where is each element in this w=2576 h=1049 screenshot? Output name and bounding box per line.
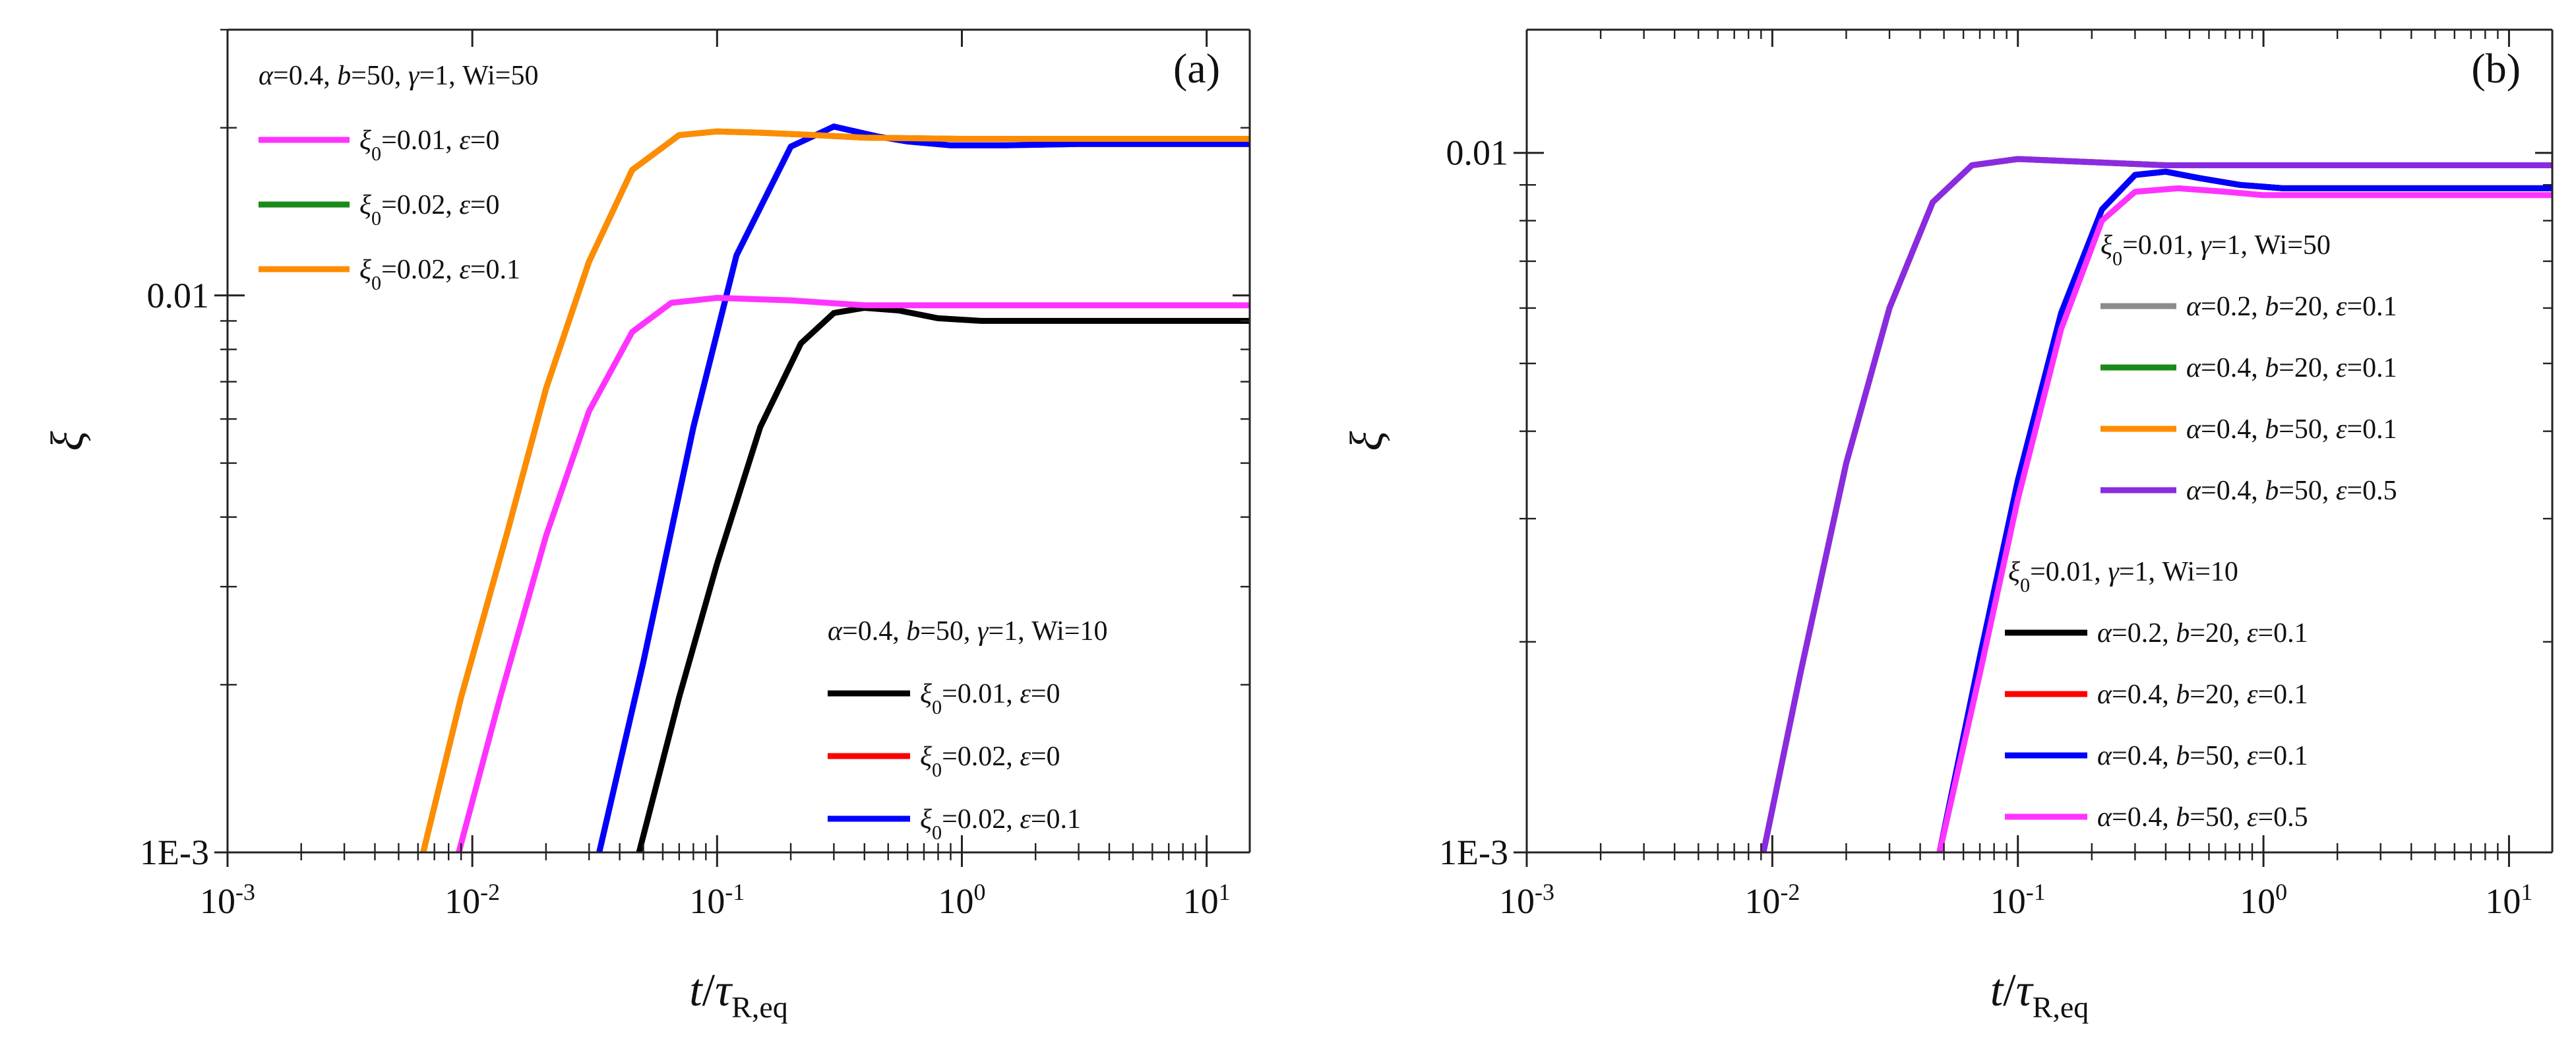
- x-tick-label: 100: [938, 879, 985, 921]
- legend-entry-label: α=0.4, b=50, ε=0.1: [2186, 414, 2397, 445]
- legend-top-right: ξ0=0.01, γ=1, Wi=50 α=0.2, b=20, ε=0.1 α=0…: [2101, 230, 2397, 506]
- legend-entry-label: α=0.2, b=20, ε=0.1: [2097, 618, 2308, 649]
- x-tick-label: 10-2: [445, 879, 500, 921]
- x-axis-title: t/τR,eq: [1990, 965, 2089, 1024]
- legend-entry-label: ξ0=0.02, ε=0: [359, 190, 500, 230]
- chart-panel-b: 10-3 10-2 10-1 100 101 1E-3 0.01 t/τR,eq ξ (b) ξ0=…: [1341, 28, 2554, 1024]
- y-tick-label: 0.01: [147, 276, 210, 315]
- legend-entry-label: α=0.4, b=20, ε=0.1: [2186, 353, 2397, 383]
- y-axis-title: ξ: [42, 431, 93, 451]
- x-axis-title: t/τR,eq: [689, 965, 788, 1024]
- legend-entry-label: α=0.4, b=50, ε=0.5: [2097, 802, 2308, 833]
- y-tick-label: 0.01: [1446, 133, 1509, 173]
- x-tick-label: 10-1: [1990, 879, 2046, 921]
- legend-entry-label: ξ0=0.02, ε=0: [920, 742, 1060, 781]
- chart-panel-a: 10-3 10-2 10-1 100 101 1E-3 0.01 t/τR,eq ξ (a) α=0…: [42, 28, 1251, 1024]
- series-line-4: [1936, 185, 2552, 852]
- x-tick-label: 101: [1183, 879, 1231, 921]
- series-group: [420, 123, 1250, 852]
- y-tick-label: 1E-3: [1439, 833, 1508, 872]
- legend-top-left: α=0.4, b=50, γ=1, Wi=50 ξ0=0.01, ε=0 ξ0=0.…: [259, 61, 539, 294]
- x-tick-label: 10-3: [1499, 879, 1554, 921]
- legend-title: ξ0=0.01, γ=1, Wi=10: [2008, 557, 2238, 596]
- series-line-5: [420, 128, 1250, 852]
- y-axis-title: ξ: [1341, 431, 1392, 451]
- series-line-6: [420, 128, 1250, 852]
- x-tick-label: 10-2: [1744, 879, 1800, 921]
- series-line-3: [1936, 168, 2552, 852]
- legend-title: α=0.4, b=50, γ=1, Wi=10: [828, 616, 1108, 647]
- legend-entry-label: ξ0=0.01, ε=0: [359, 125, 500, 165]
- legend-entry-label: ξ0=0.02, ε=0.1: [920, 804, 1081, 844]
- panel-label: (a): [1173, 45, 1220, 92]
- legend-entry-label: α=0.2, b=20, ε=0.1: [2186, 292, 2397, 322]
- legend-bottom-right: ξ0=0.01, γ=1, Wi=10 α=0.2, b=20, ε=0.1 α=0…: [2005, 557, 2308, 833]
- legend-bottom-right: α=0.4, b=50, γ=1, Wi=10 ξ0=0.01, ε=0 ξ0=0.…: [828, 616, 1108, 844]
- x-tick-label: 10-1: [689, 879, 745, 921]
- legend-entry-label: α=0.4, b=50, ε=0.5: [2186, 476, 2397, 506]
- x-tick-label: 101: [2485, 879, 2532, 921]
- x-tick-label: 100: [2240, 879, 2287, 921]
- legend-entry-label: α=0.4, b=20, ε=0.1: [2097, 680, 2308, 710]
- series-line-4: [456, 295, 1250, 852]
- panel-label: (b): [2471, 45, 2521, 92]
- legend-title: ξ0=0.01, γ=1, Wi=50: [2101, 230, 2331, 270]
- y-tick-label: 1E-3: [140, 833, 209, 872]
- series-group: [1760, 156, 2552, 852]
- legend-title: α=0.4, b=50, γ=1, Wi=50: [259, 61, 539, 91]
- legend-entry-label: α=0.4, b=50, ε=0.1: [2097, 741, 2308, 771]
- series-line-8: [1760, 156, 2552, 852]
- legend-entry-label: ξ0=0.02, ε=0.1: [359, 255, 520, 294]
- legend-entry-label: ξ0=0.01, ε=0: [920, 679, 1060, 718]
- x-tick-label: 10-3: [200, 879, 255, 921]
